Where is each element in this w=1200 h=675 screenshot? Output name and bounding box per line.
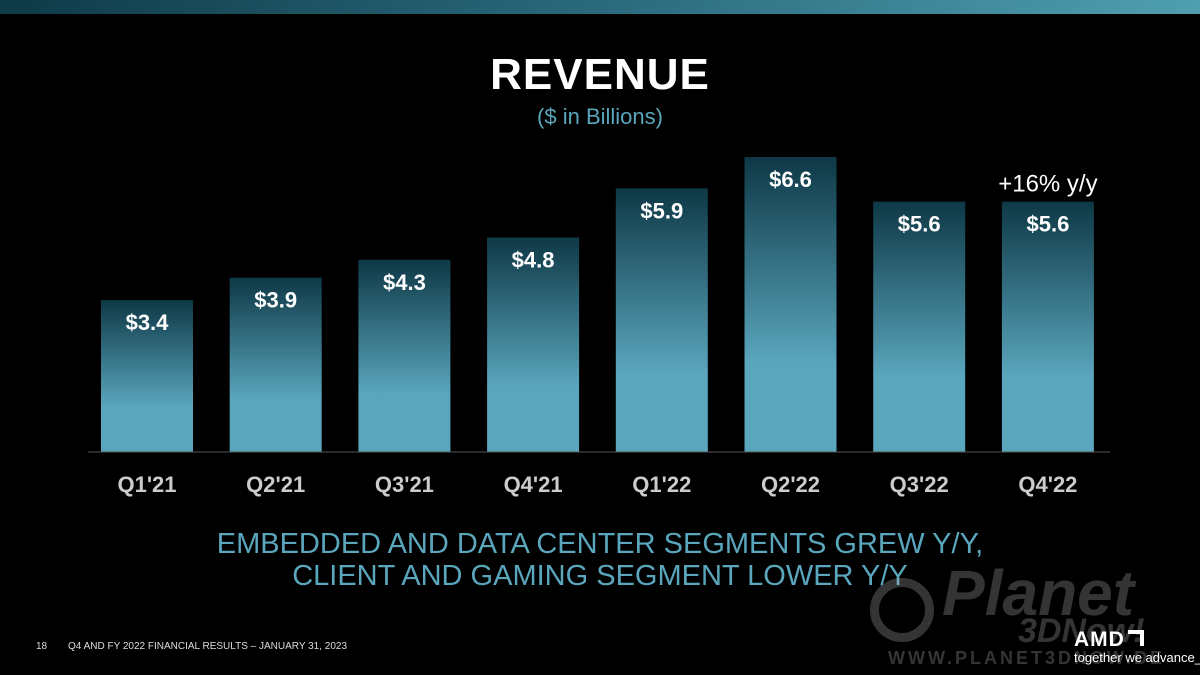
revenue-bar-chart: $3.4 $3.9 $4.3 $4.8 $5.9 $6.6 $5.6 $5.6 Q1'21 Q2…	[88, 157, 1110, 497]
bar-Q3'22	[873, 201, 966, 452]
yoy-growth-annotation: +16% y/y	[998, 171, 1097, 198]
bar-Q4'22	[1001, 201, 1094, 452]
x-tick-label: Q4'22	[1018, 472, 1077, 497]
x-tick-label: Q3'22	[890, 472, 949, 497]
amd-logo-text: AMD	[1074, 628, 1125, 651]
key-message: EMBEDDED AND DATA CENTER SEGMENTS GREW Y…	[0, 528, 1200, 592]
key-message-line-2: CLIENT AND GAMING SEGMENT LOWER Y/Y	[292, 560, 908, 592]
x-tick-label: Q1'22	[632, 472, 691, 497]
watermark-planet-icon	[870, 578, 934, 642]
bar-Q2'21	[229, 277, 322, 452]
bar-Q4'21	[487, 237, 580, 452]
bar-Q1'21	[101, 300, 193, 452]
bar-value-label: $6.6	[769, 167, 812, 192]
bar-value-label: $3.9	[254, 288, 297, 313]
bar-value-label: $5.9	[640, 198, 683, 223]
bar-value-label: $5.6	[898, 212, 941, 237]
key-message-line-1: EMBEDDED AND DATA CENTER SEGMENTS GREW Y…	[216, 528, 984, 560]
amd-tagline: together we advance_	[1074, 650, 1200, 665]
watermark-url: WWW.PLANET3DNOW.DE	[888, 648, 1165, 668]
amd-logo: AMD	[1074, 628, 1144, 652]
slide-title: REVENUE	[490, 50, 710, 99]
bar-Q3'21	[358, 259, 451, 452]
bar-value-label: $4.3	[383, 270, 426, 295]
slide-subtitle: ($ in Billions)	[537, 104, 663, 129]
bar-Q2'22	[744, 157, 837, 452]
x-tick-label: Q4'21	[504, 472, 563, 497]
bar-Q1'22	[615, 188, 708, 452]
x-tick-label: Q1'21	[117, 472, 176, 497]
annotations: +16% y/y	[998, 171, 1097, 198]
x-tick-labels: Q1'21 Q2'21 Q3'21 Q4'21 Q1'22 Q2'22 Q3'22 Q4'22	[117, 472, 1077, 497]
amd-arrow-icon	[1127, 630, 1144, 646]
footer-text: Q4 AND FY 2022 FINANCIAL RESULTS – JANUA…	[68, 641, 348, 652]
x-tick-label: Q3'21	[375, 472, 434, 497]
x-tick-label: Q2'21	[246, 472, 305, 497]
watermark-word: Planet	[942, 557, 1135, 629]
bar-value-label: $4.8	[512, 247, 555, 272]
watermark: Planet 3DNow! WWW.PLANET3DNOW.DE	[868, 556, 1188, 671]
top-accent-bar	[0, 0, 1200, 14]
x-tick-label: Q2'22	[761, 472, 820, 497]
bar-value-label: $5.6	[1026, 212, 1069, 237]
bar-value-label: $3.4	[126, 310, 170, 335]
bars-group: $3.4 $3.9 $4.3 $4.8 $5.9 $6.6 $5.6 $5.6	[101, 157, 1094, 452]
watermark-3dnow: 3DNow!	[1018, 612, 1145, 650]
page-number: 18	[36, 641, 48, 652]
